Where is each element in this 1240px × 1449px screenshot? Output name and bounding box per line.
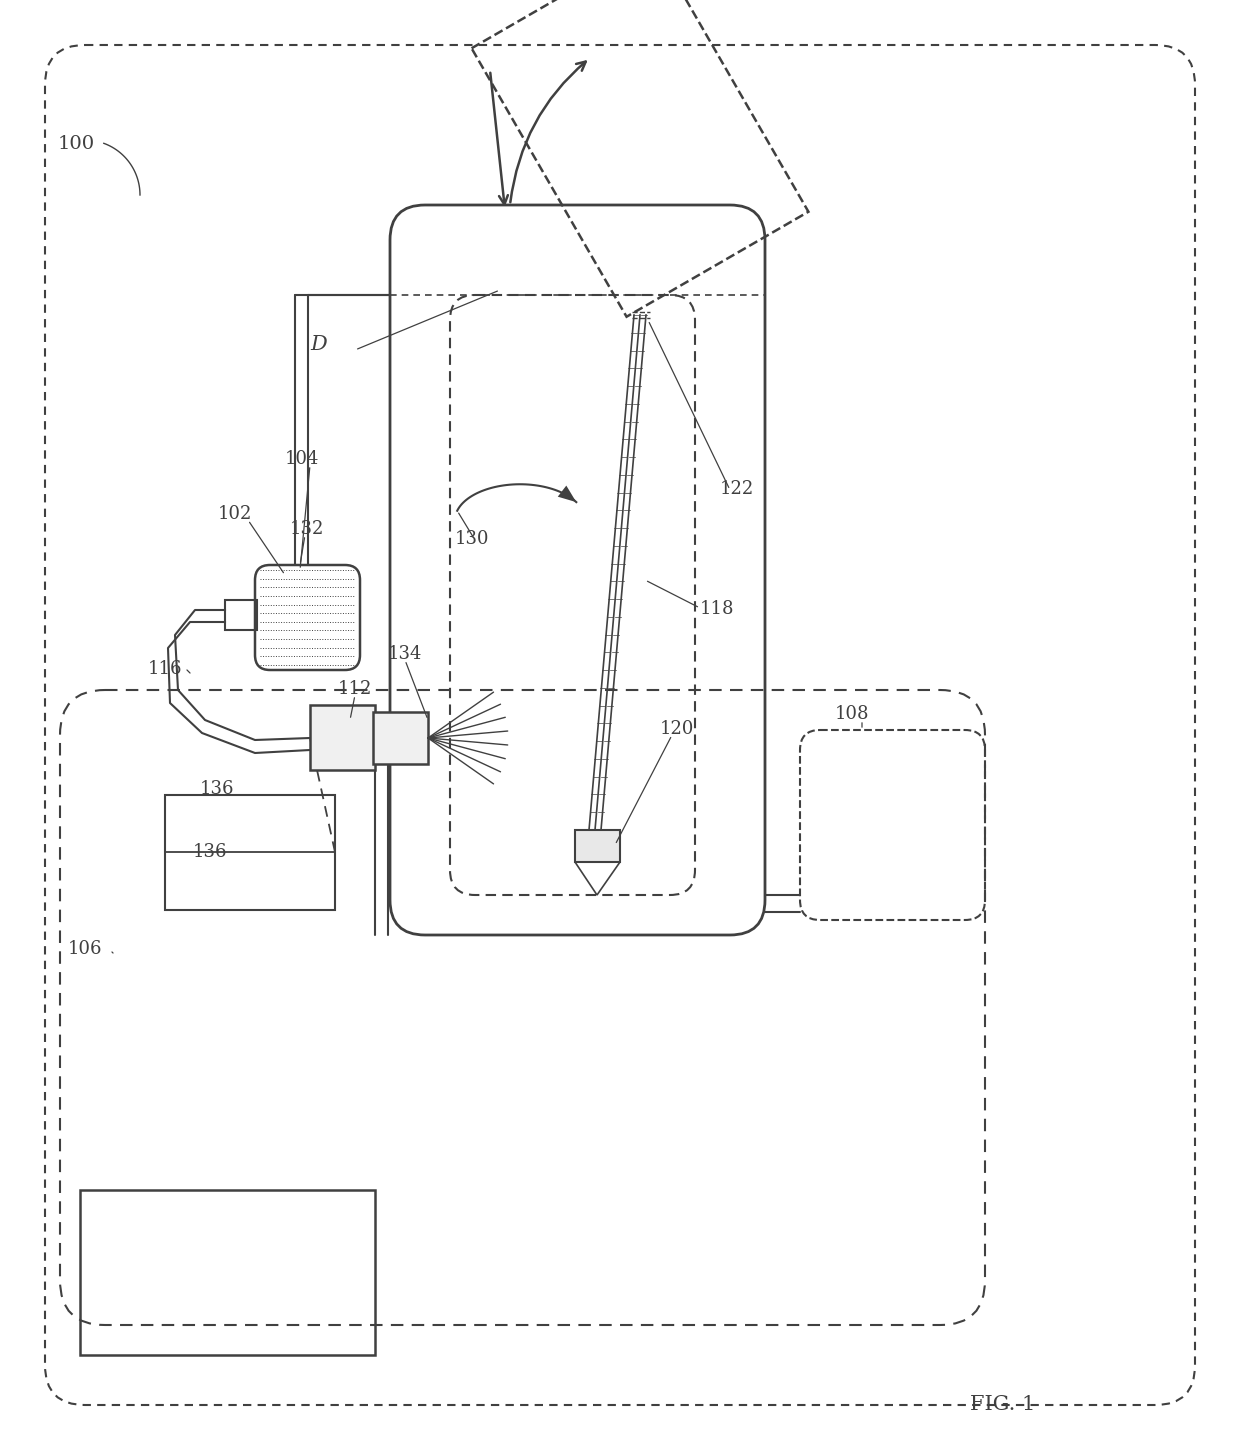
Text: 136: 136 xyxy=(192,843,227,861)
Text: 134: 134 xyxy=(388,645,423,664)
Text: 130: 130 xyxy=(455,530,490,548)
Text: 132: 132 xyxy=(290,520,325,538)
Text: 102: 102 xyxy=(218,506,253,523)
Text: 120: 120 xyxy=(660,720,694,738)
Bar xyxy=(310,706,374,769)
Text: 122: 122 xyxy=(720,480,754,498)
Text: 112: 112 xyxy=(339,680,372,698)
Bar xyxy=(81,1190,374,1355)
Text: D: D xyxy=(310,335,327,354)
Bar xyxy=(575,830,620,862)
Bar xyxy=(373,711,428,764)
Text: 116: 116 xyxy=(148,659,182,678)
Polygon shape xyxy=(558,485,577,503)
Bar xyxy=(165,796,335,910)
Text: 100: 100 xyxy=(58,135,95,154)
Text: 118: 118 xyxy=(701,600,734,619)
Text: 136: 136 xyxy=(200,780,234,798)
Text: FIG. 1: FIG. 1 xyxy=(970,1395,1035,1414)
Text: 106: 106 xyxy=(68,940,103,958)
Text: 108: 108 xyxy=(835,706,869,723)
Bar xyxy=(224,600,257,630)
Text: 104: 104 xyxy=(285,451,320,468)
